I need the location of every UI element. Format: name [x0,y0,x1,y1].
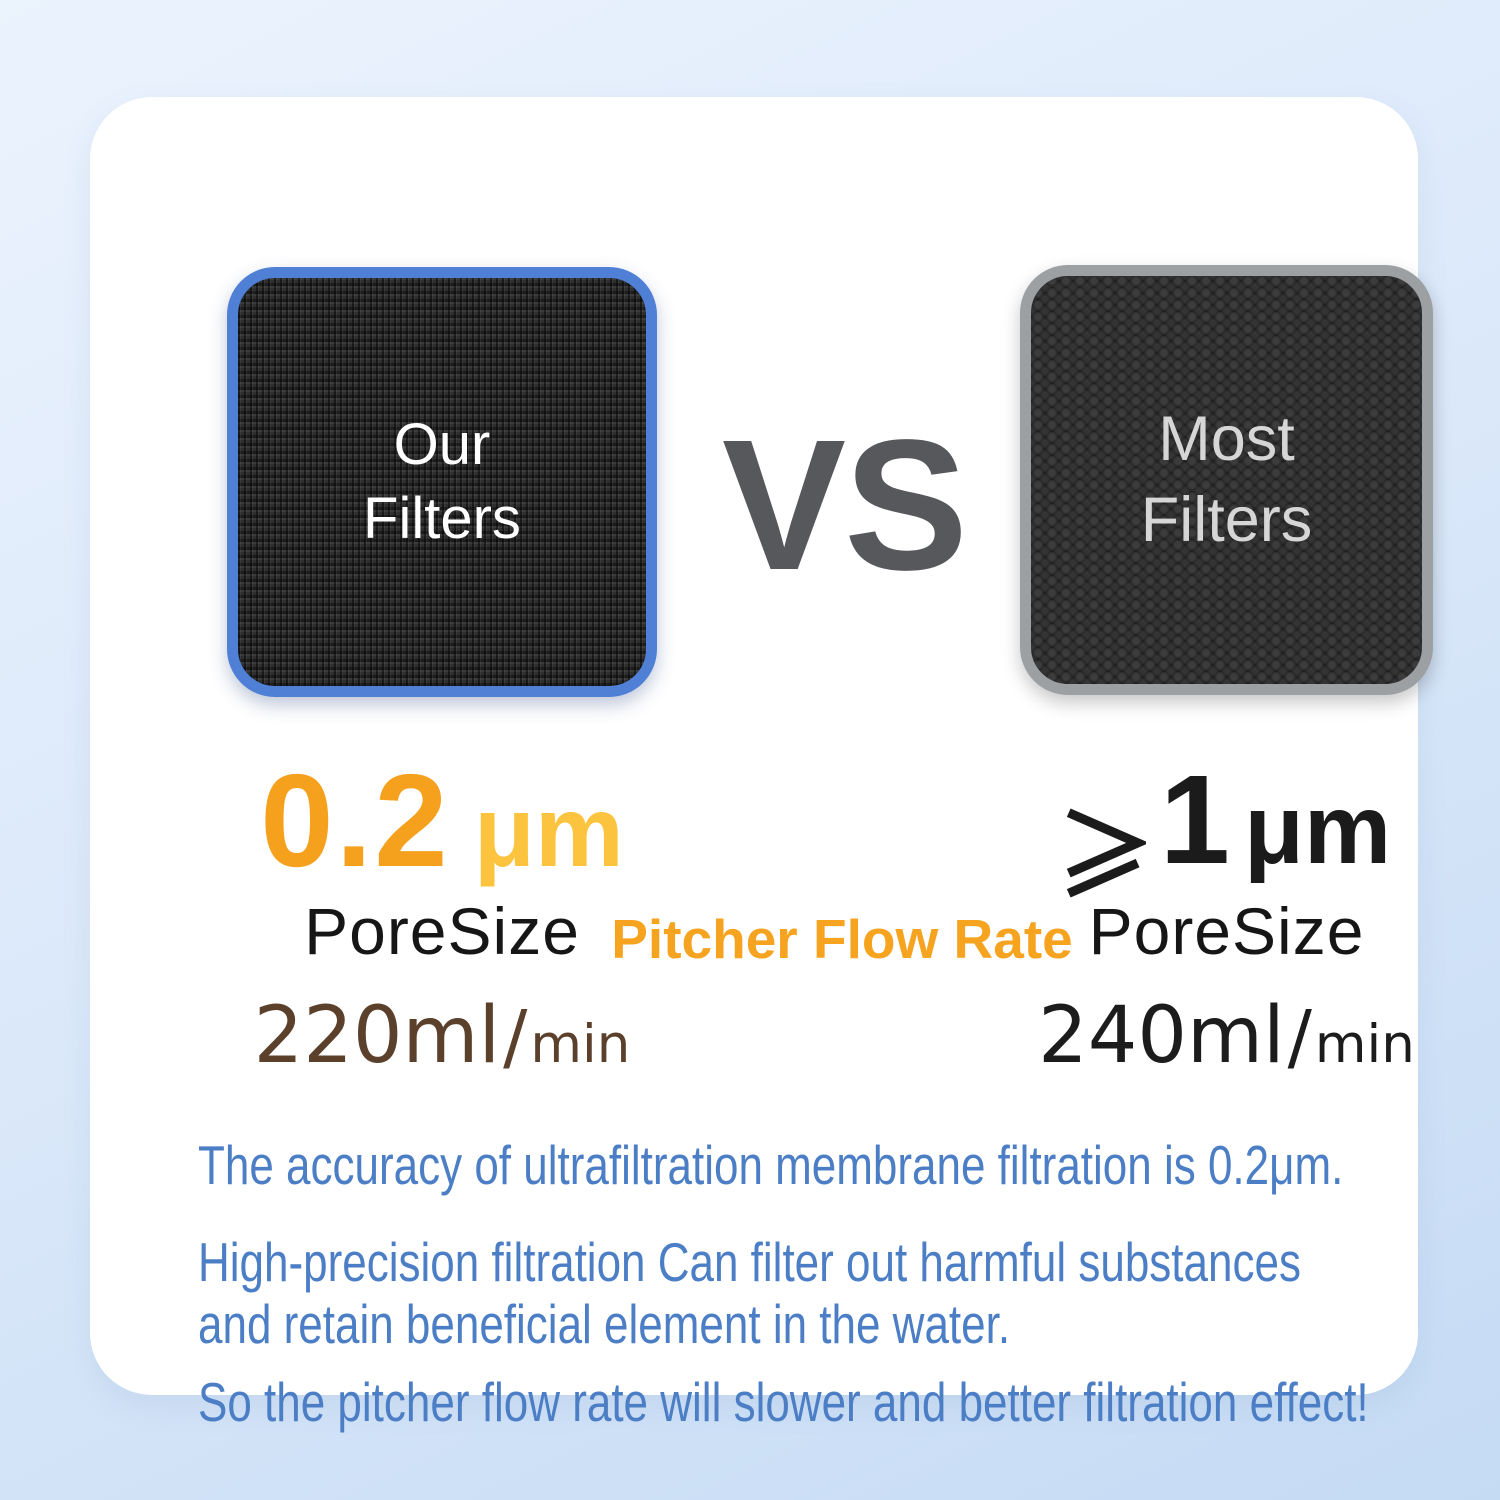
our-pore-size-label: PoreSize [304,894,580,968]
our-pore-size-number: 0.2 [260,747,450,894]
note-line: and retain beneficial element in the wat… [198,1293,1011,1355]
note-line: High-precision filtration Can filter out… [198,1231,1301,1293]
our-filter-label: Our Filters [363,411,521,551]
most-filter-label: Most Filters [1140,404,1313,555]
note-line: So the pitcher flow rate will slower and… [198,1371,1369,1433]
our-pore-size-unit: μm [473,776,624,888]
most-pore-size-label: PoreSize [1088,894,1365,968]
our-flow-rate-slash: / [503,995,528,1079]
greater-equal-icon [1066,808,1146,898]
most-flow-rate: 240ml / min [1020,991,1433,1081]
note-line: The accuracy of ultrafiltration membrane… [198,1134,1344,1196]
vs-label: VS [721,402,968,609]
our-pore-size-value: 0.2 μm [227,745,657,896]
most-flow-rate-value: 240ml [1038,991,1285,1081]
comparison-card: Our Filters VS Most Filters 0.2 μm 1 μm … [90,97,1433,1433]
note-precision: High-precision filtration Can filter out… [198,1231,1301,1355]
pitcher-flow-rate-label: Pitcher Flow Rate [611,908,1073,970]
note-flow-conclusion: So the pitcher flow rate will slower and… [198,1371,1369,1433]
our-flow-rate: 220ml / min [227,991,657,1081]
our-flow-rate-unit: min [530,1014,631,1075]
most-flow-rate-unit: min [1314,1014,1415,1075]
our-filter-swatch: Our Filters [227,267,657,697]
most-pore-size-value: 1 μm [1020,747,1433,898]
most-filter-swatch: Most Filters [1020,265,1433,695]
most-pore-size-number: 1 [1159,749,1230,890]
our-flow-rate-value: 220ml [253,991,501,1081]
note-accuracy: The accuracy of ultrafiltration membrane… [198,1134,1343,1196]
most-pore-size-unit: μm [1243,774,1392,884]
most-flow-rate-slash: / [1287,995,1312,1079]
